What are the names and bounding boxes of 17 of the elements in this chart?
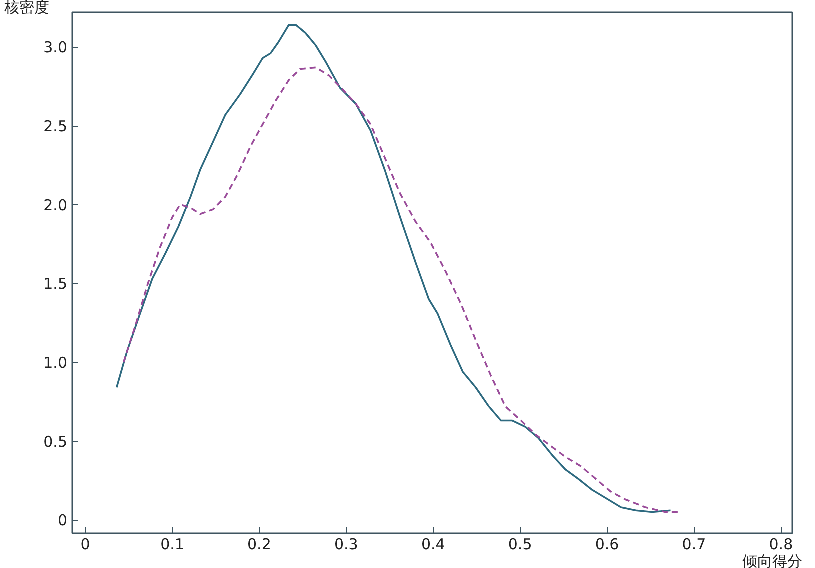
x-tick-label: 0.8 [769, 536, 794, 554]
y-axis-title: 核密度 [4, 0, 50, 16]
x-tick-label: 0.7 [682, 536, 706, 554]
x-tick-label: 0.6 [595, 536, 620, 554]
y-tick-label: 0 [58, 512, 68, 530]
x-tick-label: 0.5 [508, 536, 532, 554]
y-tick-label: 0.5 [44, 432, 68, 451]
x-tick-label: 0.1 [160, 536, 184, 554]
y-tick-label: 1.0 [44, 354, 68, 372]
x-tick-label: 0.3 [334, 536, 358, 554]
y-tick-label: 1.5 [44, 275, 68, 294]
y-tick-label: 2.5 [44, 118, 68, 136]
y-tick-label: 2.0 [44, 196, 68, 214]
x-tick-label: 0.4 [421, 536, 446, 554]
y-tick-label: 3.0 [44, 38, 68, 57]
x-tick-label: 0.2 [248, 536, 272, 554]
x-tick-label: 0 [80, 536, 90, 554]
